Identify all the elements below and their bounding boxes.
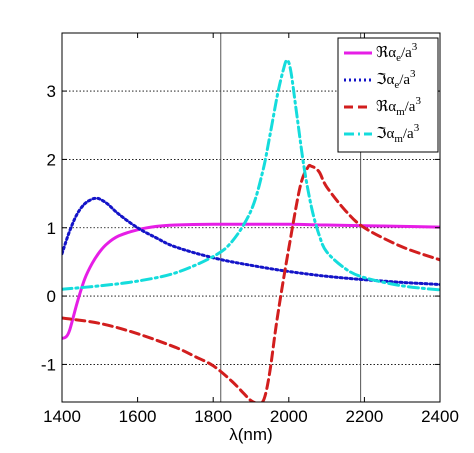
y-tick-label: 0 [47, 287, 56, 306]
legend: ℜαe/a3 ℑαe/a3 ℜαm/a3 ℑαm/a3 [337, 37, 439, 153]
series-line-2 [62, 163, 440, 402]
legend-label: ℑαe/a3 [376, 68, 416, 91]
x-tick-label: 2200 [345, 407, 383, 426]
series-line-0 [62, 222, 440, 340]
legend-label: ℜαm/a3 [376, 95, 421, 118]
y-tick-label: 3 [47, 82, 56, 101]
legend-box [337, 37, 439, 153]
legend-label: ℑαm/a3 [376, 122, 420, 145]
series-layer [62, 58, 440, 402]
series-line-3 [62, 58, 440, 292]
x-tick-label: 1400 [43, 407, 81, 426]
y-tick-label: 2 [47, 150, 56, 169]
x-tick-label: 2400 [421, 407, 459, 426]
x-axis-label: λ(nm) [229, 425, 272, 444]
series-line-1 [62, 196, 440, 286]
legend-label: ℜαe/a3 [376, 41, 418, 64]
y-tick-label: 1 [47, 219, 56, 238]
axis-ticks: 1400 1600 1800 2000 2200 2400 -1 0 1 2 3 [41, 33, 459, 426]
y-tick-label: -1 [41, 355, 56, 374]
x-tick-label: 1800 [194, 407, 232, 426]
x-tick-label: 1600 [119, 407, 157, 426]
x-tick-label: 2000 [270, 407, 308, 426]
plot-frame [61, 32, 441, 403]
